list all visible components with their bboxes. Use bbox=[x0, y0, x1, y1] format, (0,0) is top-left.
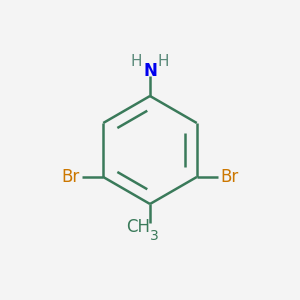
Text: Br: Br bbox=[61, 168, 80, 186]
Text: CH: CH bbox=[126, 218, 150, 236]
Text: 3: 3 bbox=[150, 229, 159, 243]
Text: Br: Br bbox=[220, 168, 238, 186]
Text: N: N bbox=[143, 61, 157, 80]
Text: H: H bbox=[131, 54, 142, 69]
Text: H: H bbox=[158, 54, 169, 69]
